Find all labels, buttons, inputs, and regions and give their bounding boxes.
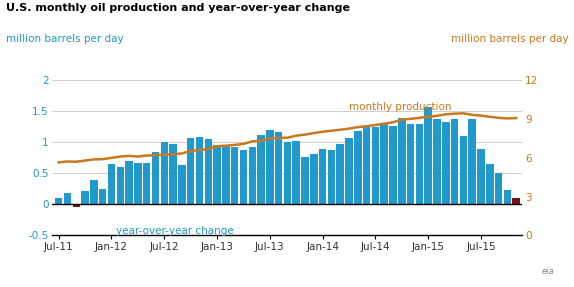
Bar — [293, 141, 300, 204]
Bar — [346, 138, 353, 204]
Text: eia: eia — [541, 267, 554, 276]
Bar — [398, 118, 406, 204]
Bar — [460, 135, 467, 204]
Bar — [381, 124, 388, 204]
Bar — [389, 126, 397, 204]
Bar — [82, 191, 89, 204]
Bar — [284, 142, 291, 204]
Bar — [196, 137, 203, 204]
Bar — [424, 107, 432, 204]
Bar — [266, 130, 274, 204]
Bar — [249, 147, 256, 204]
Bar — [310, 154, 317, 204]
Text: year-over-year change: year-over-year change — [116, 226, 234, 236]
Text: million barrels per day: million barrels per day — [451, 34, 568, 44]
Bar — [513, 198, 520, 204]
Text: U.S. monthly oil production and year-over-year change: U.S. monthly oil production and year-ove… — [6, 3, 350, 13]
Bar — [407, 124, 414, 204]
Bar — [222, 146, 230, 204]
Bar — [187, 138, 195, 204]
Bar — [125, 161, 133, 204]
Bar — [72, 204, 80, 208]
Bar — [336, 144, 344, 204]
Bar — [90, 180, 98, 204]
Bar — [257, 135, 265, 204]
Bar — [240, 150, 247, 204]
Bar — [117, 167, 124, 204]
Bar — [451, 119, 458, 204]
Bar — [152, 152, 159, 204]
Bar — [495, 173, 502, 204]
Bar — [231, 147, 238, 204]
Bar — [99, 189, 106, 204]
Bar — [275, 132, 282, 204]
Bar — [433, 119, 441, 204]
Bar — [328, 150, 335, 204]
Bar — [468, 119, 476, 204]
Bar — [161, 142, 168, 204]
Bar — [486, 164, 494, 204]
Bar — [503, 190, 511, 204]
Bar — [477, 149, 484, 204]
Bar — [301, 157, 309, 204]
Bar — [134, 163, 142, 204]
Bar — [372, 127, 379, 204]
Bar — [214, 145, 221, 204]
Bar — [169, 144, 177, 204]
Text: million barrels per day: million barrels per day — [6, 34, 123, 44]
Bar — [108, 164, 115, 204]
Bar — [64, 193, 71, 204]
Bar — [55, 198, 63, 204]
Bar — [204, 139, 212, 204]
Bar — [416, 124, 423, 204]
Text: monthly production: monthly production — [349, 102, 452, 112]
Bar — [442, 122, 449, 204]
Bar — [363, 126, 370, 204]
Bar — [143, 163, 150, 204]
Bar — [354, 131, 362, 204]
Bar — [319, 149, 327, 204]
Bar — [178, 165, 185, 204]
